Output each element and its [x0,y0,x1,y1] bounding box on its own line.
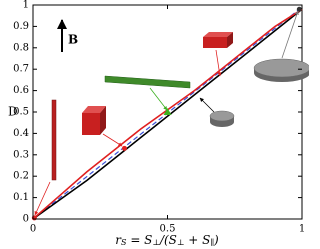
x-tick-label: 0 [30,224,36,235]
pointer-arrow [281,10,299,59]
cube-top [82,106,106,113]
cube-front [82,113,100,135]
pointer-arrow [215,49,222,77]
rod-shape [51,99,57,181]
y-axis-label: D [8,105,18,119]
x-label-part: = S [127,233,153,247]
y-tick-label: 0.9 [13,21,29,32]
marker [163,108,172,115]
y-tick-label: 0.2 [13,171,29,182]
x-tick-label: 0.5 [160,224,176,235]
x-label-part: + S [184,233,210,247]
y-tick-label: 0.8 [13,42,29,53]
x-tick-label: 1 [299,224,305,235]
pointer-arrow [34,181,51,216]
marker [296,6,302,12]
y-tick-label: 0 [23,214,29,225]
annotation: B [68,33,78,47]
cylinder-top [209,110,235,122]
illustrations [34,10,309,216]
x-label-subscript: ∥ [210,238,214,247]
pointer-arrow [149,87,168,111]
x-label-part: r [115,233,122,247]
y-tick-label: 1 [23,0,29,11]
y-tick-label: 0.6 [13,85,29,96]
y-tick-label: 0.7 [13,64,29,75]
y-tick-label: 0.1 [13,192,29,203]
slab-side [227,32,233,48]
disk-top [253,58,309,78]
x-label-part: ) [213,233,219,247]
cube-side [100,106,106,135]
pointer-arrow [102,133,123,147]
chart: B D rS = S⊥/(S⊥ + S∥) 00.10.20.30.40.50.… [8,0,309,248]
x-label-part: /(S [159,233,177,247]
marker [121,145,127,151]
x-label-subscript: ⊥ [177,238,185,247]
x-axis-label: rS = S⊥/(S⊥ + S∥) [115,233,219,248]
data-line [32,8,303,220]
green-rod [104,75,191,89]
y-tick-label: 0.4 [13,128,29,139]
x-label-subscript: S [121,238,127,247]
slab-top [203,32,233,37]
pointer-arrow [199,97,215,113]
slab-front [203,37,227,48]
y-tick-label: 0.3 [13,149,29,160]
x-label-subscript: ⊥ [152,238,160,247]
y-tick-label: 0.5 [13,107,29,118]
